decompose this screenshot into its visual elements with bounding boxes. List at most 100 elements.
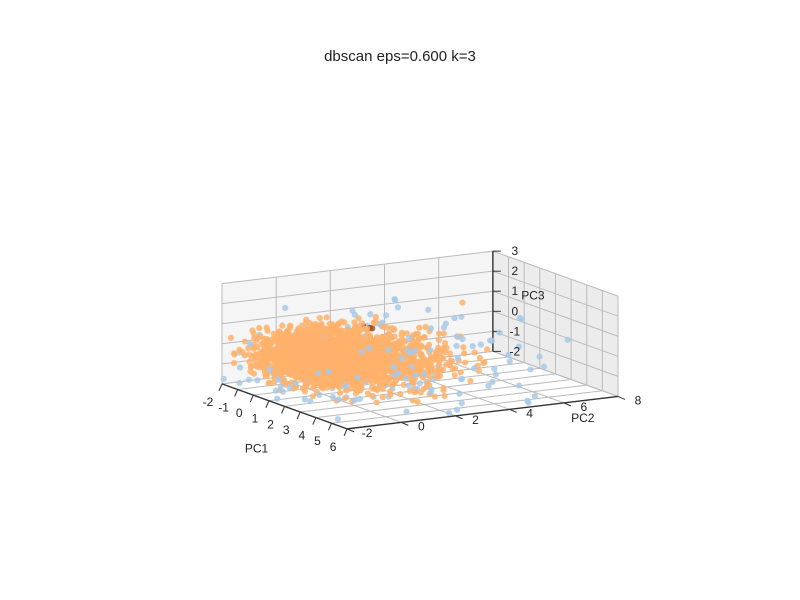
scatter-point (358, 382, 364, 388)
scatter-point (418, 344, 424, 350)
scatter-point (467, 378, 473, 384)
svg-text:-1: -1 (218, 400, 229, 414)
scatter-point (303, 382, 309, 388)
scatter-point (441, 393, 447, 399)
scatter-point (297, 369, 303, 375)
scatter-point (541, 364, 547, 370)
scatter-point (248, 364, 254, 370)
scatter-point (497, 330, 503, 336)
scatter-point (323, 357, 329, 363)
scatter-point (449, 358, 455, 364)
scatter-point (315, 370, 321, 376)
scatter-point (385, 347, 391, 353)
scatter-point (221, 376, 227, 382)
scatter-point (330, 394, 336, 400)
scatter-point (434, 367, 440, 373)
svg-text:1: 1 (252, 412, 259, 426)
scatter-point (254, 344, 260, 350)
scatter-point (363, 359, 369, 365)
svg-text:PC3: PC3 (521, 288, 545, 302)
scatter-point (374, 387, 380, 393)
scatter-point (340, 332, 346, 338)
scatter-point (417, 380, 423, 386)
scatter-point (237, 364, 243, 370)
scatter-point (352, 397, 358, 403)
svg-text:2: 2 (267, 417, 274, 431)
scatter-point (421, 371, 427, 377)
scatter-point (338, 369, 344, 375)
scatter-point (278, 383, 284, 389)
scatter-point (265, 351, 271, 357)
svg-text:2: 2 (472, 413, 479, 427)
scatter-point (387, 388, 393, 394)
scatter-point (453, 343, 459, 349)
scatter-point (302, 356, 308, 362)
scatter-point (330, 337, 336, 343)
scatter-point (264, 328, 270, 334)
scatter-point (359, 337, 365, 343)
scatter-point (458, 314, 464, 320)
scatter-point (337, 390, 343, 396)
scatter-point (317, 315, 323, 321)
scatter-point (484, 346, 490, 352)
scatter-point (341, 319, 347, 325)
scatter-point (491, 366, 497, 372)
scatter-point (275, 377, 281, 383)
scatter-point (326, 369, 332, 375)
scatter-point (383, 312, 389, 318)
scatter-point (454, 333, 460, 339)
scatter-point (273, 349, 279, 355)
scatter-point (427, 374, 433, 380)
scatter-point (228, 335, 234, 341)
scatter-point (403, 409, 409, 415)
scatter-point (288, 372, 294, 378)
scatter-point (417, 351, 423, 357)
scatter-point (264, 336, 270, 342)
scatter-point (393, 347, 399, 353)
scatter-point (392, 297, 398, 303)
scatter-point (304, 327, 310, 333)
scatter-point (242, 352, 248, 358)
scatter-point (290, 351, 296, 357)
scatter-point (489, 338, 495, 344)
svg-text:6: 6 (330, 440, 337, 454)
scatter-point (452, 372, 458, 378)
scatter-point (452, 365, 458, 371)
scatter-point (397, 391, 403, 397)
scatter-point (346, 368, 352, 374)
svg-text:PC1: PC1 (245, 441, 269, 455)
scatter-point (387, 380, 393, 386)
scatter-point (401, 365, 407, 371)
svg-text:3: 3 (512, 244, 519, 258)
scatter-point (489, 379, 495, 385)
scatter-point (407, 388, 413, 394)
scatter-point (382, 361, 388, 367)
scatter-point (410, 397, 416, 403)
scatter-point (365, 330, 371, 336)
scatter-point (367, 352, 373, 358)
svg-text:-2: -2 (362, 426, 373, 440)
svg-text:-2: -2 (510, 344, 521, 358)
scatter-point (287, 341, 293, 347)
svg-text:4: 4 (298, 429, 305, 443)
scatter-point (318, 363, 324, 369)
scatter-point (374, 378, 380, 384)
scatter-point (436, 337, 442, 343)
scatter-point (318, 321, 324, 327)
scatter-point (266, 380, 272, 386)
scatter-point (287, 324, 293, 330)
scatter-point (335, 416, 341, 422)
scatter-point (249, 327, 255, 333)
scatter-point (493, 371, 499, 377)
scatter-point (355, 352, 361, 358)
scatter-point (343, 382, 349, 388)
scatter-point (459, 376, 465, 382)
scatter-point (370, 358, 376, 364)
scatter-point (478, 341, 484, 347)
scatter-point (266, 345, 272, 351)
scatter-point (367, 311, 373, 317)
scatter-point (446, 410, 452, 416)
scatter-point (435, 345, 441, 351)
scatter-point (312, 356, 318, 362)
scatter-point (350, 349, 356, 355)
